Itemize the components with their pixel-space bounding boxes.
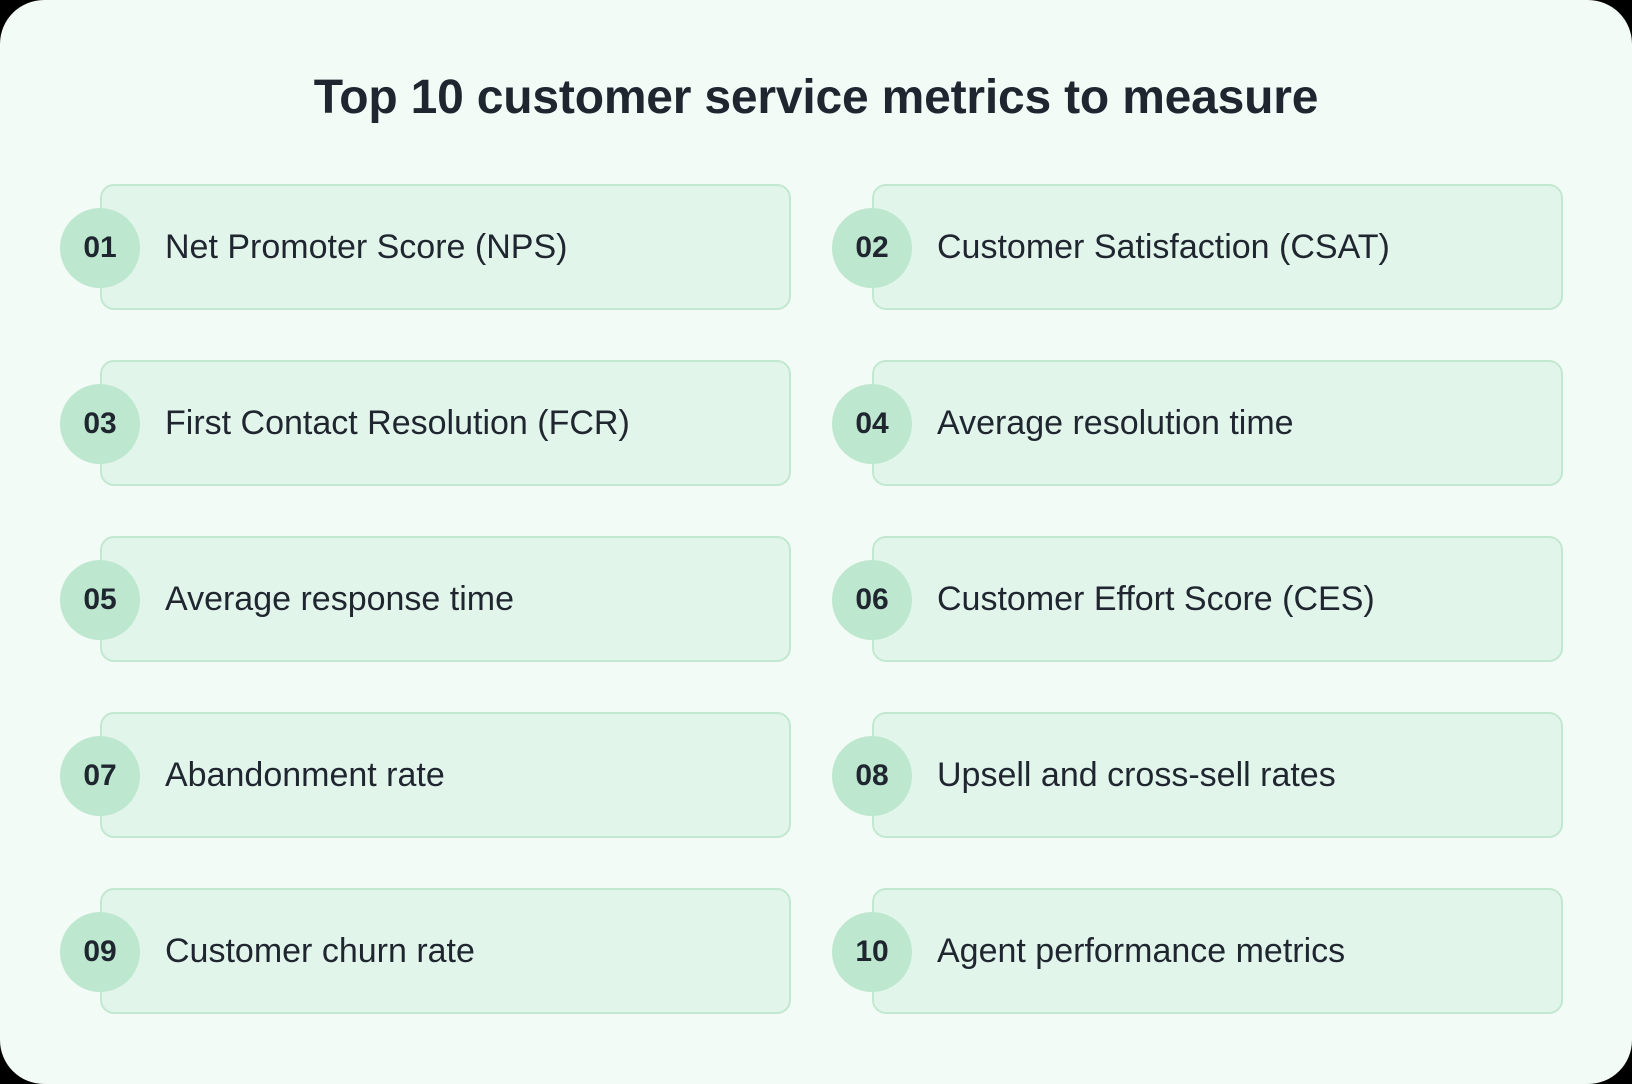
metric-number-badge: 03 bbox=[60, 384, 140, 464]
metric-number-badge: 08 bbox=[832, 736, 912, 816]
metric-item: 09 Customer churn rate bbox=[60, 888, 800, 1016]
metric-item: 05 Average response time bbox=[60, 536, 800, 664]
metric-label: Customer churn rate bbox=[165, 932, 475, 970]
metric-item: 07 Abandonment rate bbox=[60, 712, 800, 840]
metric-card bbox=[872, 712, 1563, 838]
metric-number-badge: 04 bbox=[832, 384, 912, 464]
metric-card bbox=[872, 536, 1563, 662]
metric-label: Agent performance metrics bbox=[937, 932, 1346, 970]
metric-label: First Contact Resolution (FCR) bbox=[165, 404, 630, 442]
metric-card bbox=[872, 888, 1563, 1014]
metrics-grid: 01 Net Promoter Score (NPS) 02 Customer … bbox=[60, 184, 1572, 1016]
metric-number-badge: 05 bbox=[60, 560, 140, 640]
metric-card bbox=[100, 360, 791, 486]
metric-number-badge: 01 bbox=[60, 208, 140, 288]
metric-label: Net Promoter Score (NPS) bbox=[165, 228, 568, 266]
metric-label: Abandonment rate bbox=[165, 756, 445, 794]
metric-item: 08 Upsell and cross-sell rates bbox=[832, 712, 1572, 840]
metric-card bbox=[100, 184, 791, 310]
metric-item: 04 Average resolution time bbox=[832, 360, 1572, 488]
metric-label: Average response time bbox=[165, 580, 515, 618]
metric-number-badge: 02 bbox=[832, 208, 912, 288]
metric-item: 10 Agent performance metrics bbox=[832, 888, 1572, 1016]
metric-item: 02 Customer Satisfaction (CSAT) bbox=[832, 184, 1572, 312]
metric-card bbox=[100, 712, 791, 838]
metric-number-badge: 07 bbox=[60, 736, 140, 816]
metric-label: Average resolution time bbox=[937, 404, 1294, 442]
metric-number-badge: 10 bbox=[832, 912, 912, 992]
metric-card bbox=[100, 536, 791, 662]
metric-item: 06 Customer Effort Score (CES) bbox=[832, 536, 1572, 664]
metric-label: Upsell and cross-sell rates bbox=[937, 756, 1336, 794]
metric-item: 01 Net Promoter Score (NPS) bbox=[60, 184, 800, 312]
metric-label: Customer Effort Score (CES) bbox=[937, 580, 1375, 618]
page-title: Top 10 customer service metrics to measu… bbox=[313, 71, 1319, 124]
metric-item: 03 First Contact Resolution (FCR) bbox=[60, 360, 800, 488]
metric-card bbox=[872, 360, 1563, 486]
metric-card bbox=[872, 184, 1563, 310]
metric-number-badge: 09 bbox=[60, 912, 140, 992]
metric-label: Customer Satisfaction (CSAT) bbox=[937, 228, 1390, 266]
metric-number-badge: 06 bbox=[832, 560, 912, 640]
